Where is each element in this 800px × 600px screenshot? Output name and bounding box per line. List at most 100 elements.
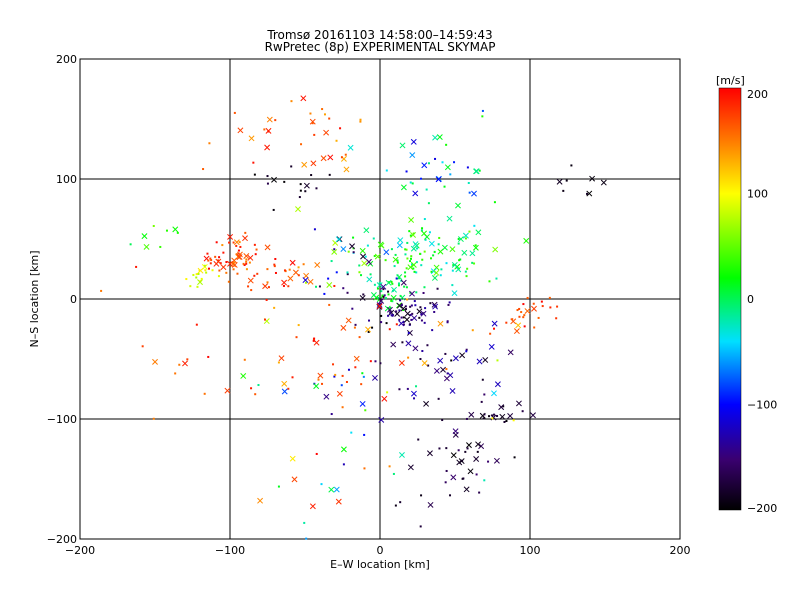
data-point-cross: [372, 374, 378, 381]
data-point: [496, 414, 499, 417]
data-point: [491, 414, 494, 417]
data-point: [288, 268, 291, 271]
data-point: [250, 289, 253, 292]
data-point: [411, 263, 414, 266]
data-point: [394, 253, 397, 256]
data-point-cross: [390, 294, 397, 301]
data-point-cross: [309, 118, 316, 125]
data-point: [342, 463, 345, 466]
data-point: [363, 467, 366, 470]
data-point-cross: [406, 329, 413, 336]
data-point: [401, 341, 404, 344]
data-point: [332, 363, 335, 366]
data-point-cross: [301, 161, 308, 168]
data-point-cross: [264, 144, 271, 151]
data-point-cross: [201, 263, 208, 270]
data-point: [410, 255, 413, 258]
data-point: [369, 273, 372, 276]
data-point: [406, 257, 409, 260]
data-point-cross: [236, 254, 243, 261]
data-point: [272, 208, 275, 211]
data-point: [405, 308, 408, 311]
data-point-cross: [361, 260, 368, 267]
data-point: [387, 314, 390, 317]
data-point: [419, 358, 422, 361]
data-point-cross: [449, 388, 456, 394]
data-point: [393, 265, 396, 268]
data-point: [253, 274, 256, 277]
data-point: [391, 300, 394, 303]
data-point: [446, 321, 449, 324]
data-point-cross: [411, 315, 418, 321]
data-point: [159, 245, 162, 248]
data-point: [232, 241, 235, 244]
data-point: [495, 277, 498, 280]
data-point: [391, 313, 394, 316]
data-point: [395, 310, 398, 313]
data-point: [424, 238, 427, 241]
data-point: [219, 262, 222, 265]
data-point: [465, 350, 468, 353]
data-point: [369, 360, 372, 363]
data-point-cross: [450, 474, 457, 481]
data-point: [351, 307, 354, 310]
data-point: [522, 303, 525, 306]
data-point: [297, 274, 300, 277]
data-point-cross: [390, 341, 397, 348]
x-tick-label: 100: [520, 544, 541, 557]
data-point: [471, 261, 474, 264]
data-point: [457, 238, 460, 241]
data-point-cross: [433, 264, 440, 271]
data-point-cross: [378, 298, 385, 304]
data-point-cross: [530, 412, 536, 419]
data-point-cross: [370, 292, 377, 298]
data-point: [520, 311, 523, 314]
data-point: [385, 297, 388, 300]
data-point-cross: [400, 279, 407, 286]
data-point: [315, 285, 318, 288]
data-point-cross: [410, 232, 417, 238]
data-point: [404, 253, 407, 256]
data-point-cross: [432, 134, 439, 141]
data-point: [313, 133, 316, 136]
data-point: [478, 491, 481, 494]
data-point-cross: [266, 116, 273, 123]
data-point-cross: [333, 486, 340, 493]
data-point-cross: [410, 390, 417, 397]
data-point: [439, 274, 442, 277]
data-point: [203, 392, 206, 395]
data-point: [347, 368, 350, 371]
data-point: [238, 241, 241, 244]
data-point: [333, 284, 336, 287]
data-point-cross: [374, 253, 381, 260]
data-point: [387, 293, 390, 296]
data-point: [409, 181, 412, 184]
data-point: [217, 275, 220, 278]
data-point-cross: [331, 248, 338, 255]
data-point-cross: [423, 400, 430, 407]
data-point: [373, 255, 376, 258]
data-point: [471, 329, 474, 332]
y-tick-label: −100: [47, 413, 77, 426]
data-point-cross: [281, 388, 288, 395]
data-point-cross: [141, 233, 148, 240]
data-point: [408, 230, 411, 233]
data-point: [374, 360, 377, 363]
data-point-cross: [289, 259, 296, 266]
data-point: [426, 344, 429, 347]
data-point-cross: [328, 486, 335, 493]
data-point: [406, 298, 409, 301]
data-point: [415, 385, 418, 388]
data-point-cross: [303, 182, 310, 189]
data-point: [380, 314, 383, 317]
data-point: [298, 196, 301, 199]
data-point: [399, 501, 402, 504]
data-point: [333, 375, 336, 378]
data-point-cross: [473, 168, 480, 175]
data-point: [235, 244, 238, 247]
data-point: [476, 450, 479, 453]
data-point: [441, 161, 444, 164]
data-point-cross: [441, 244, 448, 251]
data-point: [390, 280, 393, 283]
